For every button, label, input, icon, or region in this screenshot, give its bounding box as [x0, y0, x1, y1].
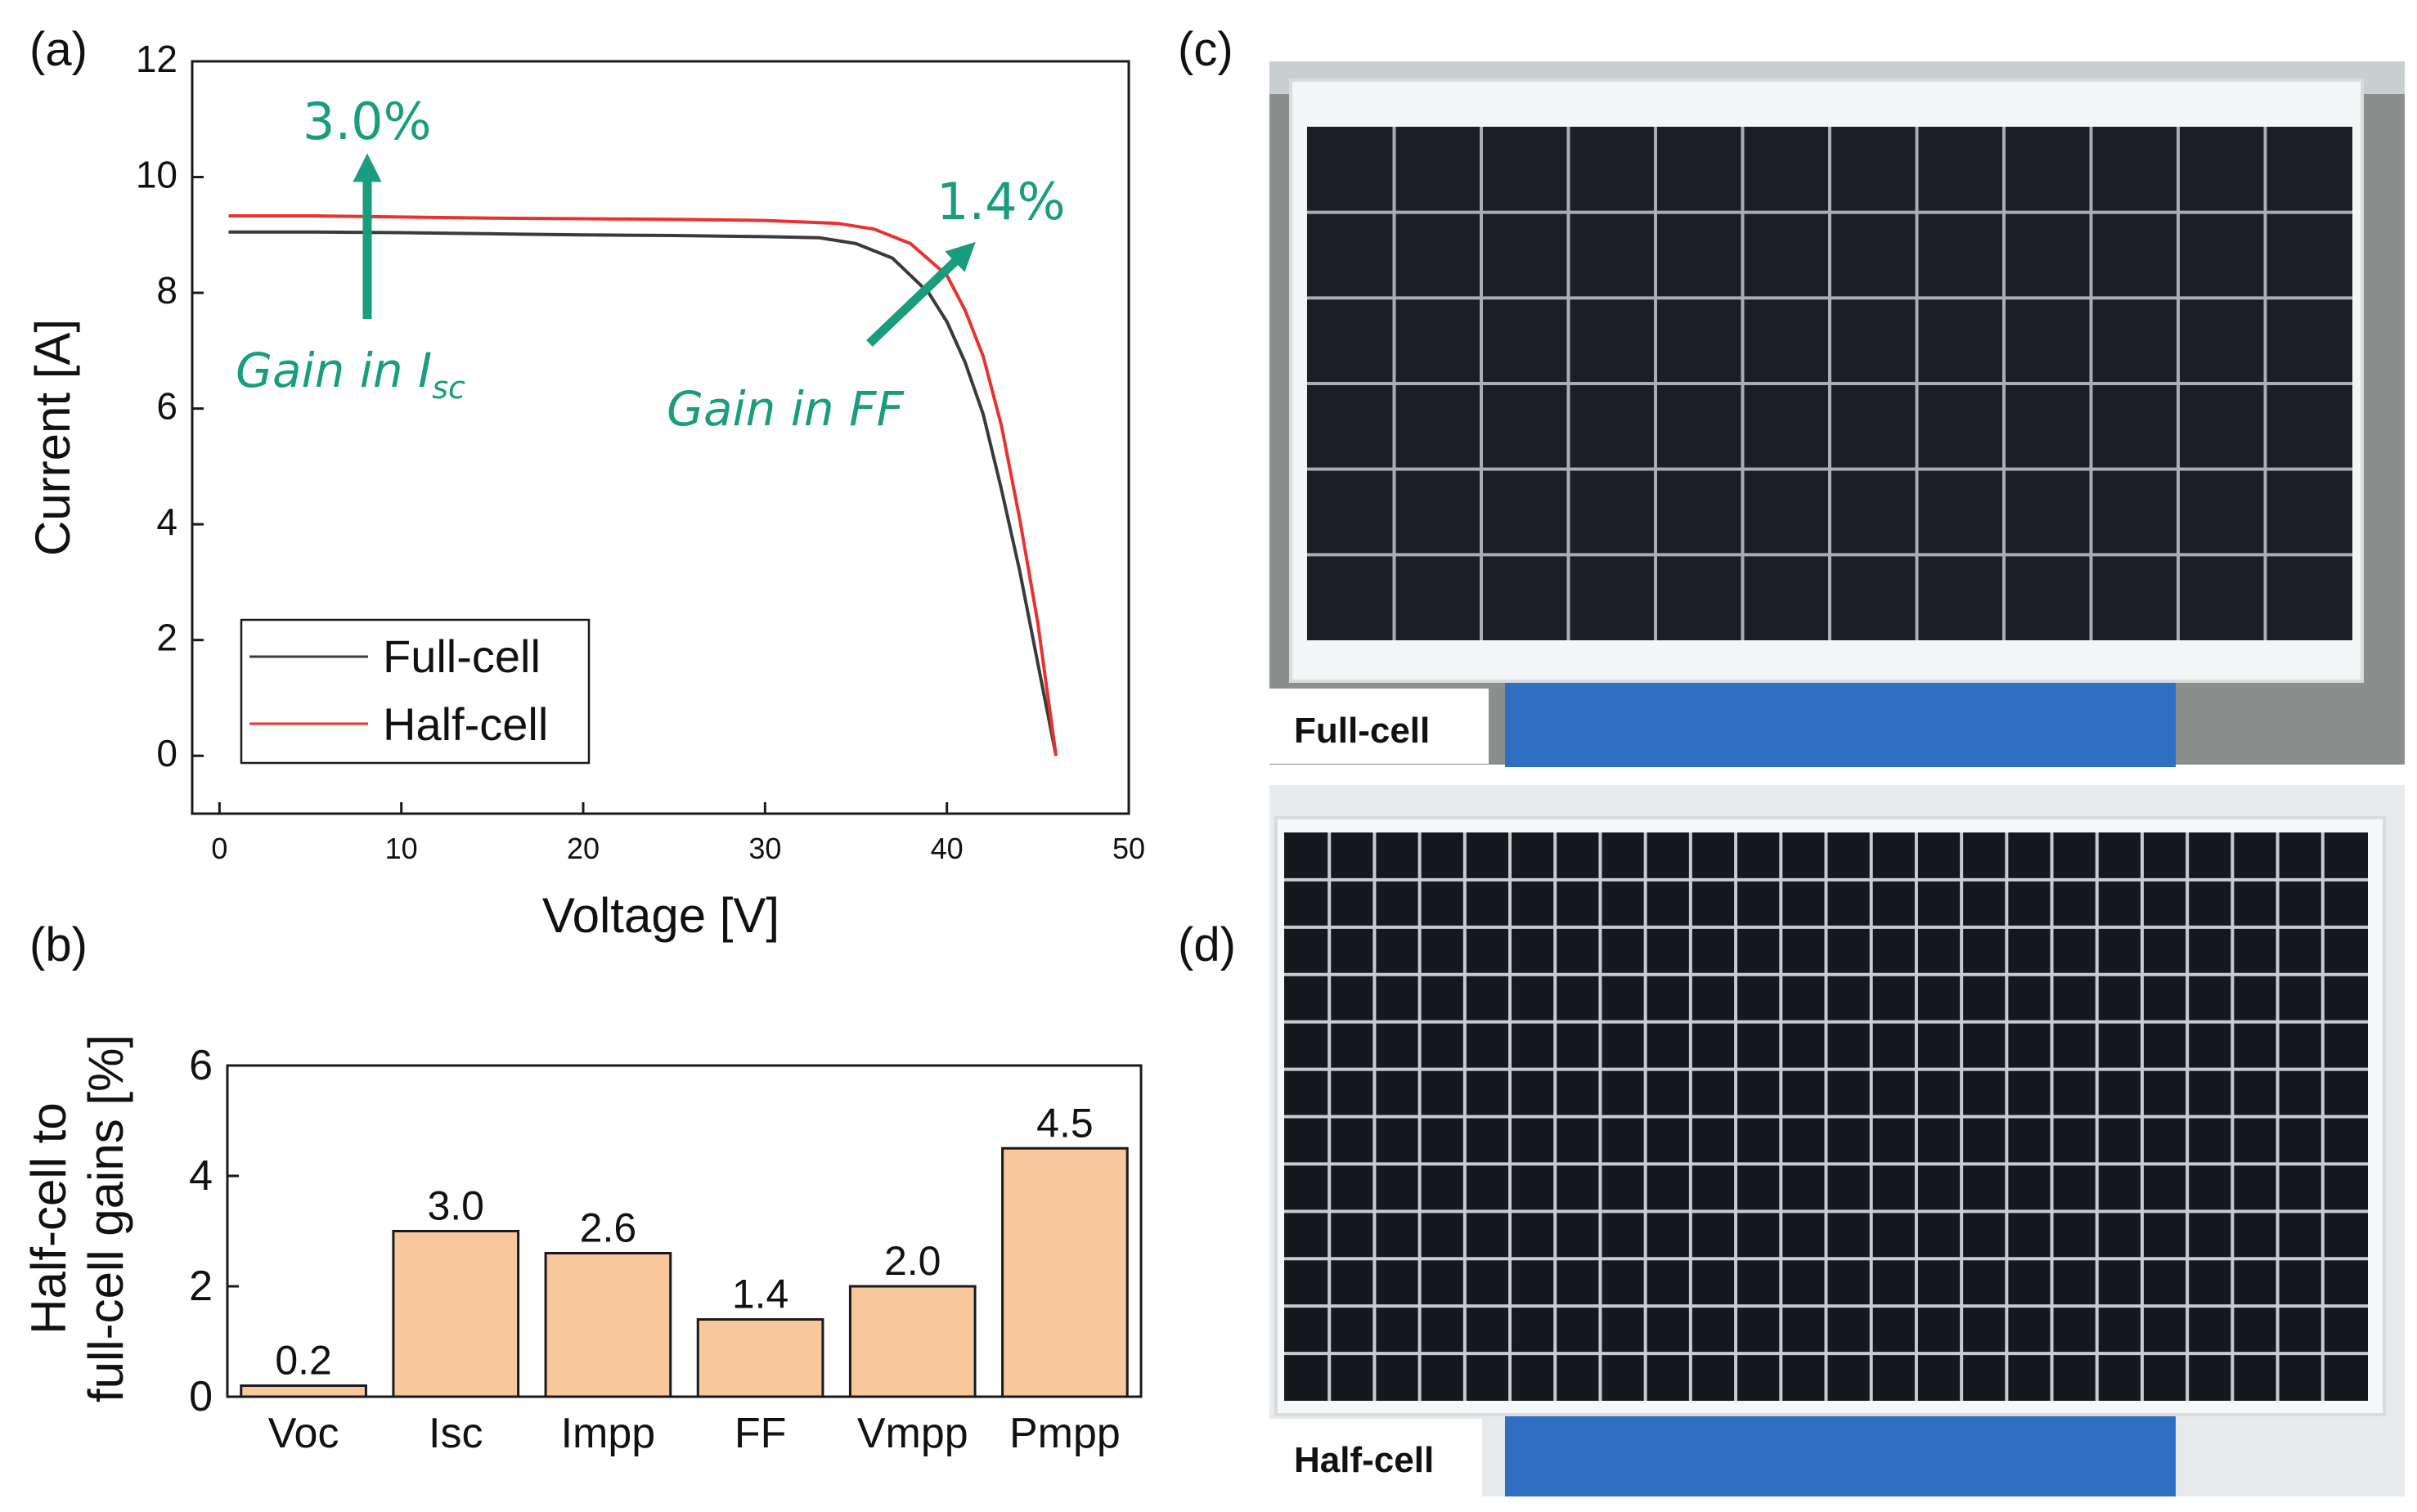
panel-label-c: (c): [1178, 23, 1233, 76]
gains-bar-chart: 0 2 4 6 0.2 Voc 3.0 Isc 2.6 Impp 1.4 FF 2.0 Vmpp 4.5 P…: [21, 1034, 1143, 1457]
x-tick-label: 30: [748, 832, 781, 865]
chart-b-frame: [226, 1064, 1143, 1398]
bar-y-tick-label: 0: [189, 1373, 213, 1420]
photo-c-caption: Full-cell: [1294, 711, 1430, 751]
bar-impp: [544, 1252, 672, 1398]
y-tick-label: 12: [136, 38, 177, 80]
bar-category-label: Pmpp: [1009, 1410, 1121, 1457]
y-tick-label: 0: [156, 732, 177, 774]
legend: Full-cell Half-cell: [240, 618, 591, 765]
panel-label-b: (b): [29, 918, 88, 971]
photo-c-stand: [1505, 677, 2176, 767]
bar-y-axis-ticks: 0 2 4 6: [189, 1042, 239, 1420]
half-cell-module-photo: Half-cell: [1269, 785, 2405, 1496]
panel-label-d: (d): [1178, 918, 1236, 971]
bar-value-label: 3.0: [427, 1183, 484, 1229]
y-tick-label: 4: [156, 500, 177, 543]
half-cell-iv-line: [228, 214, 1058, 756]
x-tick-label: 10: [385, 832, 418, 865]
y-tick-label: 6: [156, 385, 177, 428]
ff-gain-label: Gain in FF: [667, 381, 905, 437]
y-tick-label: 10: [136, 154, 177, 196]
x-tick-label: 0: [211, 832, 227, 865]
isc-gain-text: Gain in I: [236, 343, 432, 398]
bar-voc: [240, 1384, 367, 1398]
bar-y-tick-label: 2: [189, 1263, 213, 1310]
y-tick-label: 2: [156, 617, 177, 659]
legend-full-cell-label: Full-cell: [383, 630, 541, 682]
bar-category-label: Impp: [561, 1410, 656, 1457]
bar-y-tick-label: 4: [189, 1152, 213, 1200]
photo-d-stand: [1505, 1407, 2176, 1496]
bar-category-label: Voc: [268, 1410, 339, 1457]
bar-value-label: 2.6: [580, 1205, 637, 1251]
bar-category-label: Vmpp: [857, 1410, 968, 1457]
x-axis-title: Voltage [V]: [542, 888, 779, 943]
bar-value-label: 0.2: [275, 1338, 332, 1384]
isc-gain-value: 3.0%: [303, 92, 432, 151]
legend-box: [240, 618, 591, 765]
bar-category-label: FF: [735, 1410, 787, 1457]
full-cell-iv-line: [228, 230, 1058, 756]
legend-half-cell-label: Half-cell: [383, 698, 548, 750]
chart-a-frame: [191, 60, 1130, 815]
isc-gain-label: Gain in Isc: [236, 343, 465, 406]
ff-gain-arrow: [866, 241, 976, 347]
bar-ff: [696, 1318, 824, 1398]
x-tick-label: 50: [1112, 832, 1145, 865]
series-lines: [228, 214, 1058, 756]
bar-y-tick-label: 6: [189, 1042, 213, 1089]
bar-isc: [392, 1230, 520, 1398]
x-tick-label: 40: [931, 832, 964, 865]
bar-vmpp: [848, 1285, 977, 1398]
panel-label-a: (a): [29, 23, 88, 76]
isc-gain-subscript: sc: [432, 370, 465, 406]
y-tick-label: 8: [156, 269, 177, 312]
bar-category-label: Isc: [429, 1410, 483, 1457]
y-axis-title: Current [A]: [25, 319, 80, 556]
y-axis-ticks: 0 2 4 6 8 10 12: [136, 38, 204, 774]
bar-value-label: 2.0: [884, 1238, 941, 1284]
x-tick-label: 20: [567, 832, 600, 865]
bar-pmpp: [1001, 1146, 1129, 1398]
ff-gain-value: 1.4%: [937, 172, 1066, 231]
bar-y-axis-title-line1: Half-cell to: [21, 1102, 76, 1334]
bar-value-label: 1.4: [732, 1272, 789, 1317]
bar-y-axis-title-line2: full-cell gains [%]: [79, 1034, 133, 1402]
iv-curve-chart: 0 2 4 6 8 10 12 0 10 20 30 40 50 Voltage [V] Curren…: [25, 38, 1145, 943]
bar-value-label: 4.5: [1036, 1100, 1094, 1146]
full-cell-module-photo: Full-cell: [1269, 61, 2405, 767]
x-axis-ticks: 0 10 20 30 40 50: [211, 802, 1145, 865]
photo-d-caption: Half-cell: [1294, 1440, 1434, 1480]
bars: 0.2 Voc 3.0 Isc 2.6 Impp 1.4 FF 2.0 Vmpp 4.5 Pmpp: [240, 1100, 1129, 1457]
